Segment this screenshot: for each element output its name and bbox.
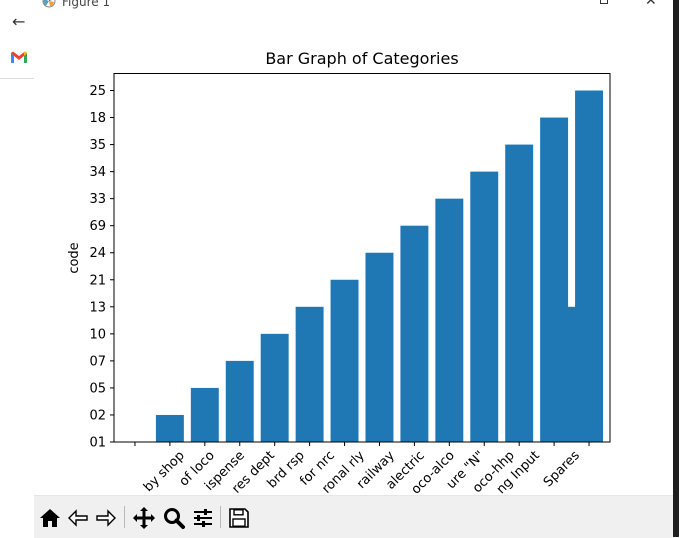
- y-tick-label: 69: [89, 219, 106, 234]
- back-arrow-icon[interactable]: ←: [12, 12, 26, 31]
- toolbar-separator: [220, 506, 221, 528]
- y-tick-label: 10: [89, 327, 106, 342]
- close-icon[interactable]: ✕: [645, 0, 657, 9]
- y-axis-label: code: [67, 242, 82, 273]
- y-tick-label: 34: [89, 165, 106, 180]
- y-tick-label: 25: [89, 84, 106, 99]
- navigation-toolbar: [34, 495, 673, 538]
- y-tick-label: 33: [89, 192, 106, 207]
- bar: [470, 171, 499, 442]
- y-tick-label: 02: [89, 408, 106, 423]
- y-ticks-group: 01 02 05 07 10 13 21 24 69 33 34 35 18 25: [89, 84, 114, 451]
- bar: [225, 360, 254, 442]
- toolbar-separator: [124, 506, 125, 528]
- forward-icon[interactable]: [94, 506, 118, 530]
- bar: [190, 387, 219, 442]
- matplotlib-app-icon: [42, 0, 56, 8]
- bars-group: [155, 90, 604, 443]
- bar: [295, 306, 324, 442]
- sidebar-divider: [0, 78, 34, 79]
- window-title: Figure 1: [62, 0, 111, 9]
- save-icon[interactable]: [227, 506, 251, 530]
- bar: [365, 252, 394, 442]
- zoom-icon[interactable]: [162, 506, 186, 530]
- bar: [435, 198, 464, 442]
- x-tick-label: Spares: [541, 448, 583, 490]
- bar: [400, 225, 429, 442]
- y-tick-label: 13: [89, 300, 106, 315]
- figure-window: Figure 1 ✕ Bar Graph of Categories code …: [34, 0, 673, 538]
- y-tick-label: 05: [89, 381, 106, 396]
- home-icon[interactable]: [38, 506, 62, 530]
- y-tick-label: 07: [89, 354, 106, 369]
- y-tick-label: 01: [89, 436, 106, 451]
- bar-chart: Bar Graph of Categories code 01 02 05 07 10 1…: [67, 49, 611, 495]
- back-icon[interactable]: [66, 506, 90, 530]
- pan-icon[interactable]: [132, 506, 156, 530]
- configure-icon[interactable]: [191, 506, 215, 530]
- chart-title: Bar Graph of Categories: [265, 49, 458, 68]
- y-tick-label: 35: [89, 138, 106, 153]
- bar: [505, 144, 534, 443]
- window-titlebar: Figure 1 ✕: [34, 0, 673, 14]
- x-tick-label: by shop: [141, 448, 188, 495]
- y-tick-label: 21: [89, 273, 106, 288]
- bar: [563, 306, 587, 442]
- axes-frame: [113, 73, 611, 443]
- maximize-icon[interactable]: [600, 0, 608, 4]
- y-tick-label: 24: [89, 246, 106, 261]
- y-tick-label: 18: [89, 111, 106, 126]
- bar: [155, 414, 184, 442]
- background-editor-strip: [673, 0, 679, 537]
- gmail-icon[interactable]: [11, 50, 27, 64]
- bar: [330, 279, 359, 442]
- background-app-sidebar: ←: [0, 0, 35, 537]
- bar: [260, 333, 289, 442]
